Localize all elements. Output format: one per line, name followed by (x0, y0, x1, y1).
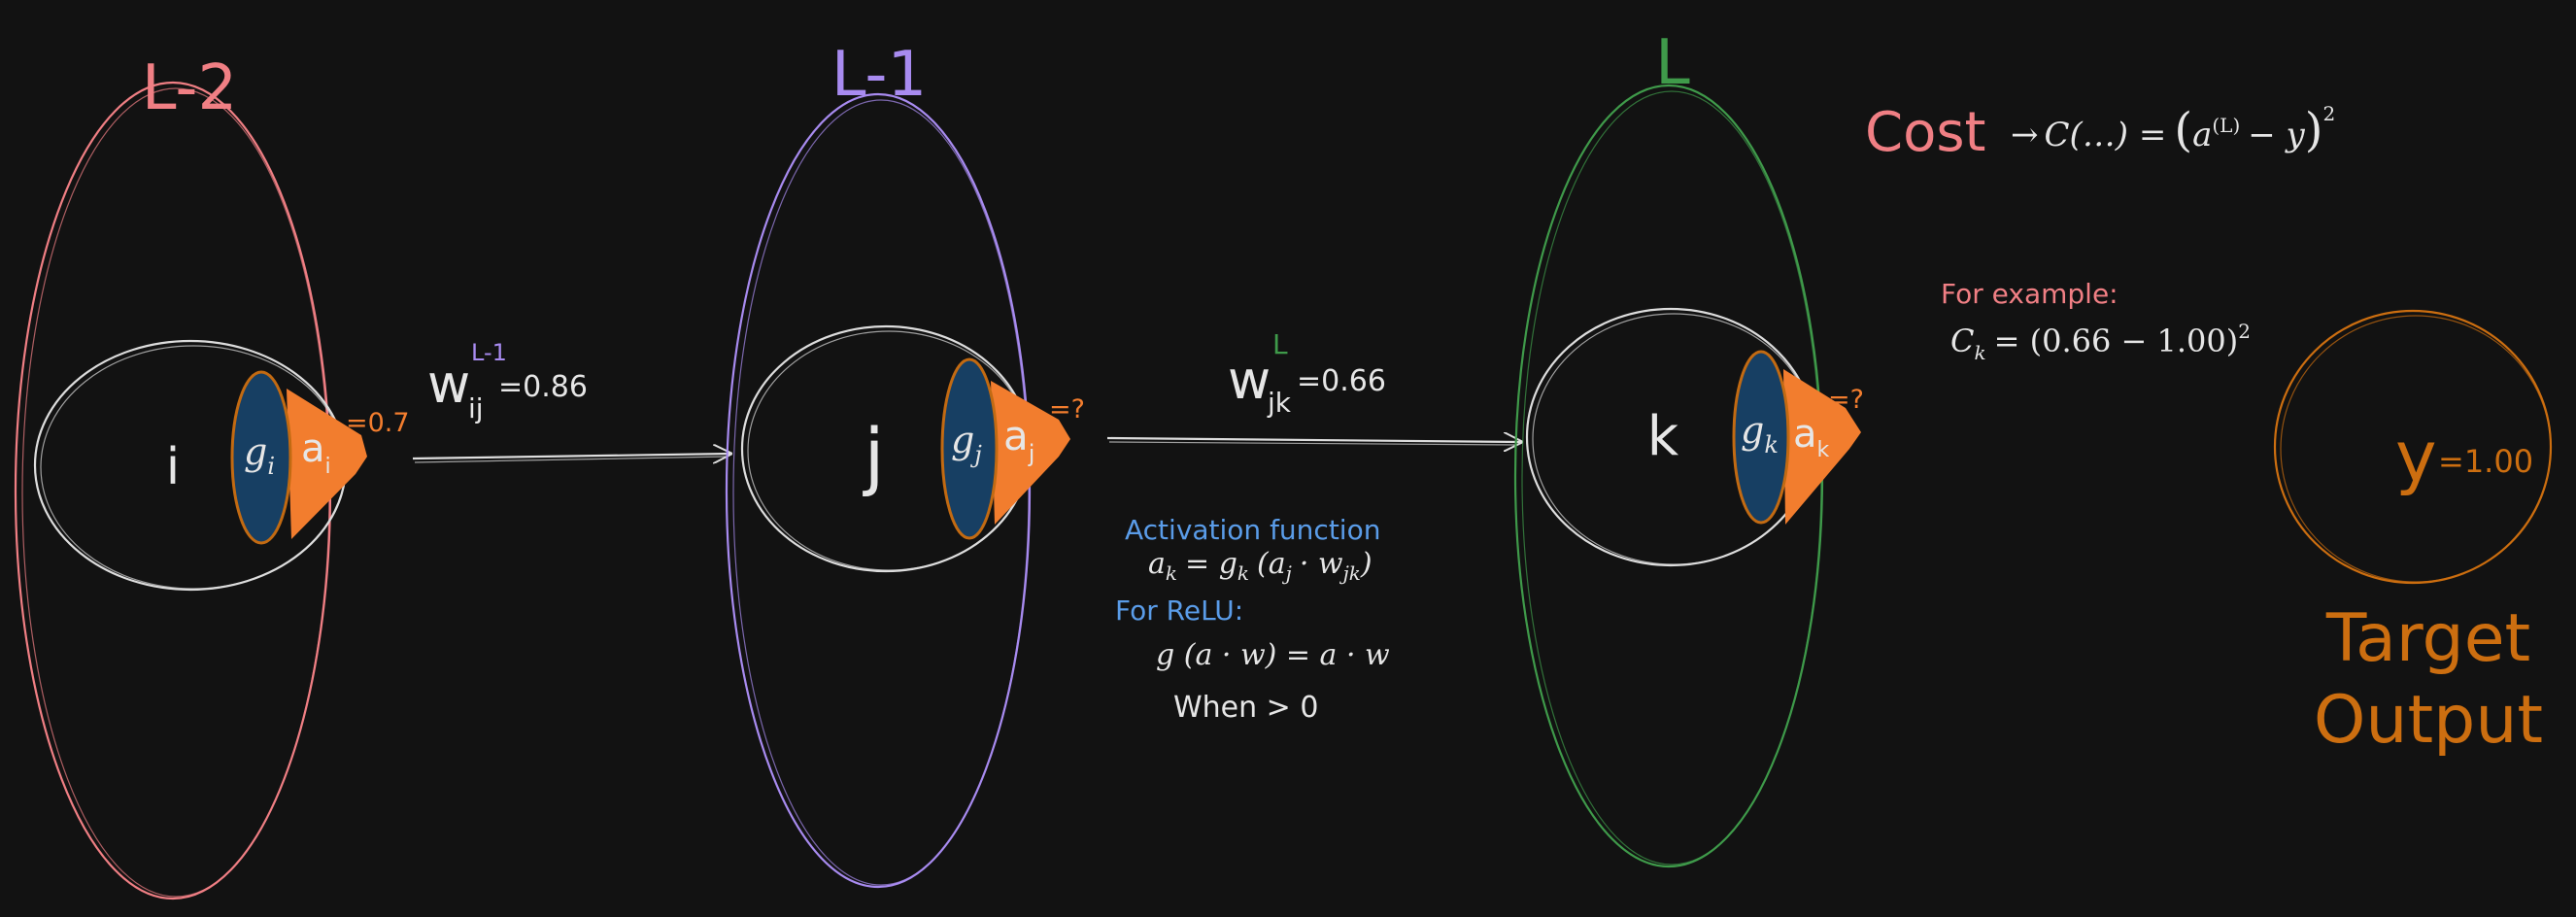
gate-g-j-symbol: g (951, 419, 974, 461)
target-y-value: =1.00 (2438, 443, 2533, 480)
weight-w-jk-sub: jk (1267, 387, 1292, 419)
act-a-i-sub: i (325, 455, 331, 479)
activation-formula: ak = gk (aj · wjk) (1148, 547, 1373, 585)
activation-eq: = g (1185, 547, 1237, 581)
layer-l1-label: L-1 (831, 39, 927, 111)
relu-condition: When > 0 (1173, 691, 1318, 725)
weight-w-ij-sub: ij (468, 392, 484, 425)
cost-lhs: C(…) = (2045, 116, 2167, 154)
gate-g-k-sub: k (1764, 431, 1779, 458)
weight-w-ij-symbol: w (427, 354, 470, 415)
activation-args-mid: · w (1300, 547, 1343, 581)
relu-title: For ReLU: (1115, 594, 1243, 627)
layer-l-label: L (1655, 27, 1690, 99)
gate-g-i-symbol: g (244, 430, 267, 473)
example-C: C (1950, 323, 1974, 359)
connection-j-k (1107, 438, 1521, 442)
target-block: y =1.00 Target Output (2275, 311, 2551, 759)
example-rhs: = (0.66 − 1.00) (1994, 323, 2239, 359)
weight-w-jk: w L jk =0.66 (1228, 328, 1386, 419)
weight-w-jk-sup: L (1272, 328, 1288, 360)
activation-a-sub: k (1166, 561, 1177, 585)
cost-minus-y: − y (2248, 116, 2305, 154)
cost-close-paren: ) (2305, 103, 2323, 157)
layer-l: L k gk ak =? (1515, 27, 1864, 866)
act-a-i-value: =0.7 (346, 408, 410, 438)
act-a-j-value: =? (1049, 394, 1085, 425)
act-a-j-sub: j (1028, 440, 1035, 467)
relu-formula: g (a · w) = a · w (1156, 638, 1390, 672)
weight-w-ij-sup: L-1 (471, 339, 507, 366)
example-label: For example: (1941, 278, 2118, 310)
cost-formula: → C(…) = (a(L) − y)2 (2011, 102, 2335, 157)
gate-g-i-sub: i (267, 453, 275, 480)
activation-args-close: ) (1360, 547, 1373, 581)
target-y-symbol: y (2395, 416, 2437, 497)
weight-w-ij: w L-1 ij =0.86 (427, 339, 588, 425)
act-a-k-value: =? (1828, 385, 1864, 415)
example-sub: k (1974, 341, 1985, 364)
cost-label: Cost (1865, 101, 1986, 164)
cost-a-sup: (L) (2212, 114, 2240, 137)
example-square: 2 (2238, 320, 2251, 343)
neuron-i-label: i (166, 438, 180, 496)
act-a-k-sub: k (1817, 438, 1830, 462)
cost-block: Cost → C(…) = (a(L) − y)2 For example: Ck = … (1865, 101, 2335, 364)
act-a-j-symbol: a (1003, 412, 1029, 459)
cost-arrow: → (2011, 116, 2039, 154)
layer-l2: L-2 i gi ai =0.7 (16, 52, 410, 899)
weight-w-ij-value: =0.86 (498, 370, 588, 404)
cost-a: a (2192, 116, 2212, 154)
cost-square: 2 (2323, 102, 2336, 125)
target-label-line1: Target (2325, 600, 2530, 677)
cost-open-paren: ( (2174, 103, 2192, 157)
weight-w-jk-value: =0.66 (1297, 364, 1386, 398)
act-a-i-symbol: a (301, 426, 325, 471)
layer-l2-label: L-2 (142, 52, 237, 124)
gate-g-k-symbol: g (1741, 409, 1764, 452)
activation-args-sub-jk: jk (1339, 561, 1361, 585)
target-label-line2: Output (2314, 682, 2543, 759)
activation-a: a (1148, 547, 1166, 581)
weight-w-jk-symbol: w (1228, 350, 1271, 411)
activation-notes: Activation function ak = gk (aj · wjk) For … (1115, 514, 1390, 725)
act-a-k-symbol: a (1793, 412, 1817, 457)
neuron-k-label: k (1647, 405, 1679, 468)
activation-args-open: (a (1257, 547, 1286, 581)
activation-title: Activation function (1125, 514, 1380, 546)
neuron-j-label: j (862, 412, 884, 498)
layer-l1: L-1 j gj aj =? (727, 39, 1085, 887)
example-formula: Ck = (0.66 − 1.00)2 (1950, 320, 2251, 364)
activation-g-sub: k (1237, 561, 1249, 585)
